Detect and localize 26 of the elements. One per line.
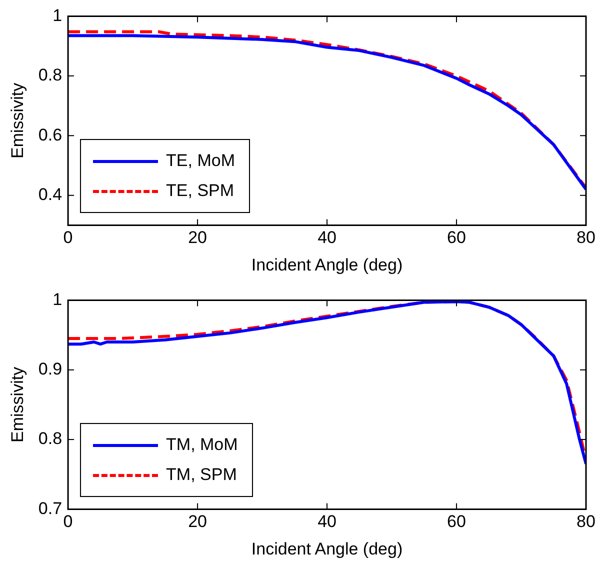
y-tick-label: 0.8 — [38, 429, 62, 448]
x-tick-label: 20 — [188, 228, 207, 248]
x-tick-label: 0 — [63, 228, 73, 248]
y-tick-label: 0.8 — [38, 66, 62, 85]
x-axis-title: Incident Angle (deg) — [251, 539, 403, 558]
y-tick-label: 0.6 — [38, 125, 62, 144]
y-tick-label: 0.4 — [38, 185, 62, 204]
legend-label: TM, SPM — [166, 465, 237, 486]
y-tick-label: 0.7 — [38, 498, 62, 518]
y-axis-title: Emissivity — [8, 366, 27, 442]
legend-label: TE, MoM — [166, 151, 235, 172]
x-tick-label: 0 — [63, 512, 73, 532]
x-tick-label: 20 — [188, 512, 207, 532]
x-tick-label: 60 — [447, 512, 466, 532]
x-tick-label: 80 — [576, 228, 596, 248]
x-axis-title: Incident Angle (deg) — [251, 255, 403, 274]
y-tick-label: 1 — [52, 6, 62, 25]
legend-label: TE, SPM — [166, 181, 234, 202]
x-tick-label: 60 — [447, 228, 466, 248]
y-axis-title: Emissivity — [8, 82, 27, 158]
x-tick-label: 80 — [576, 512, 596, 532]
x-tick-label: 40 — [318, 512, 336, 532]
x-tick-label: 40 — [318, 228, 336, 248]
y-tick-label: 1 — [52, 290, 62, 309]
y-tick-label: 0.9 — [38, 360, 62, 379]
legend-label: TM, MoM — [166, 435, 238, 456]
